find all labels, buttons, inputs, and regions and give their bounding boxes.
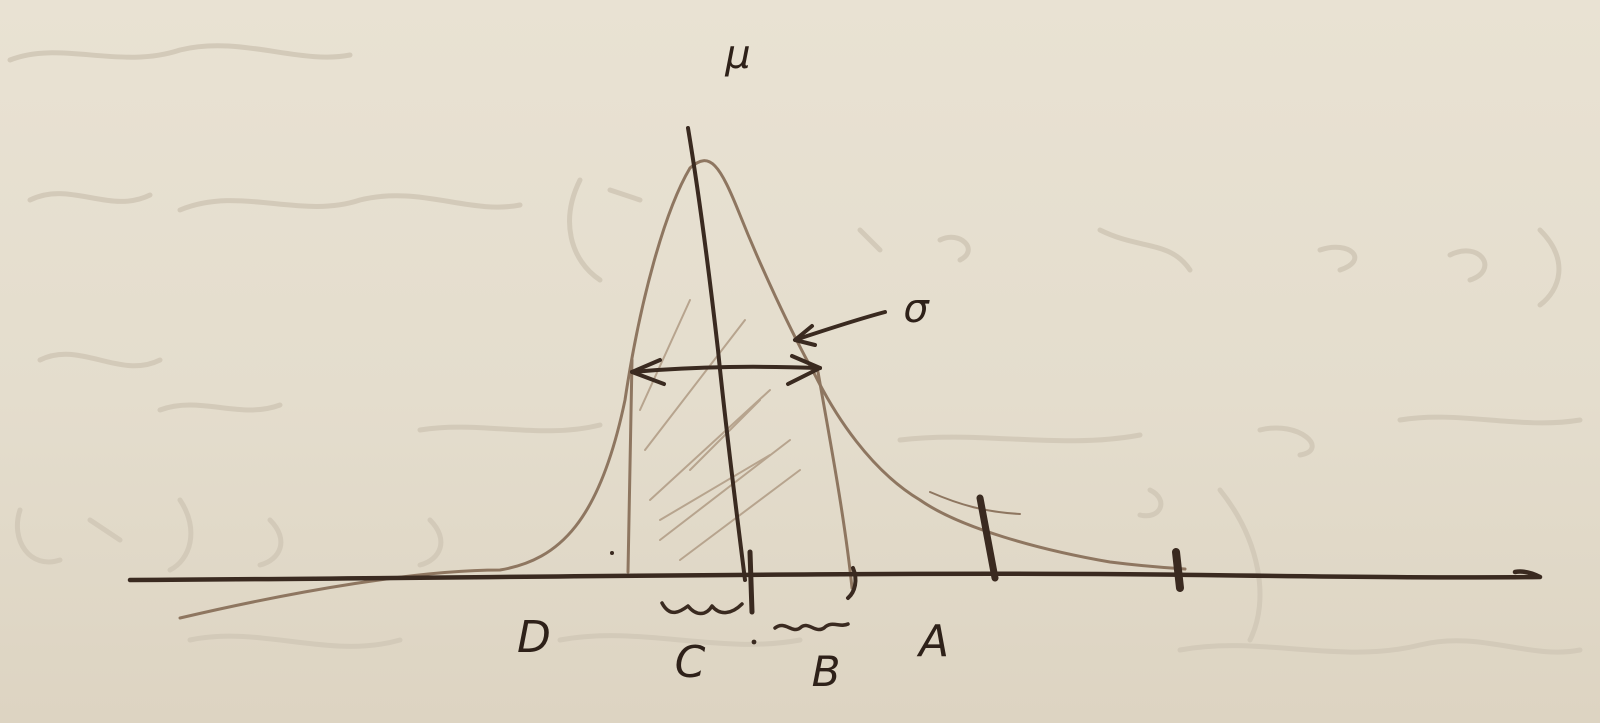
- label-d: D: [517, 612, 551, 663]
- sigma-label: σ: [903, 286, 930, 332]
- bleed-through-writing: [7, 43, 1583, 655]
- label-c: C: [675, 637, 706, 688]
- tick-a-near: [976, 494, 999, 582]
- sigma-pointer-arrow: [793, 310, 887, 347]
- tick-mean: [747, 549, 755, 615]
- dot-mark-left: [610, 551, 614, 555]
- gaussian-curve: [178, 159, 1187, 620]
- tick-a-far: [1172, 548, 1184, 592]
- mu-label: μ: [724, 32, 750, 78]
- brace-c: [660, 601, 744, 616]
- sigma-left-guide: [626, 358, 634, 574]
- sigma-width-arrow: [630, 354, 822, 386]
- label-a: A: [916, 616, 949, 667]
- label-b: B: [812, 647, 841, 696]
- dot-mark: [751, 639, 757, 645]
- brace-b: [773, 622, 850, 632]
- tick-sigma: [846, 566, 858, 600]
- sigma-right-guide: [816, 370, 854, 590]
- tail-stroke: [929, 491, 1021, 515]
- mean-line: [686, 126, 747, 582]
- shading-hatch: [639, 299, 801, 561]
- x-axis-line: [127, 569, 1543, 583]
